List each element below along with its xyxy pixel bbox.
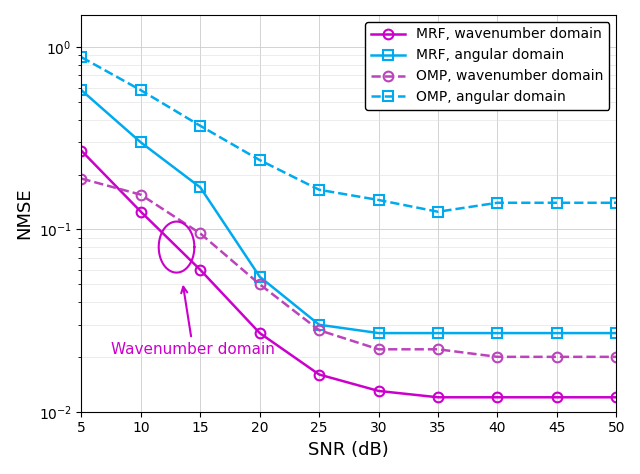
Line: MRF, angular domain: MRF, angular domain	[77, 85, 621, 338]
Line: OMP, wavenumber domain: OMP, wavenumber domain	[77, 174, 621, 362]
OMP, wavenumber domain	[612, 354, 620, 360]
OMP, wavenumber domain	[77, 176, 85, 182]
OMP, angular domain	[493, 200, 501, 206]
MRF, angular domain	[316, 322, 323, 328]
OMP, wavenumber domain	[316, 328, 323, 333]
X-axis label: SNR (dB): SNR (dB)	[308, 441, 389, 459]
Line: OMP, angular domain: OMP, angular domain	[77, 52, 621, 217]
MRF, wavenumber domain	[256, 330, 264, 336]
OMP, angular domain	[77, 55, 85, 60]
MRF, angular domain	[493, 330, 501, 336]
OMP, wavenumber domain	[553, 354, 561, 360]
MRF, wavenumber domain	[375, 388, 383, 394]
Text: Wavenumber domain: Wavenumber domain	[111, 287, 275, 357]
MRF, angular domain	[196, 184, 204, 190]
OMP, angular domain	[375, 197, 383, 203]
Legend: MRF, wavenumber domain, MRF, angular domain, OMP, wavenumber domain, OMP, angula: MRF, wavenumber domain, MRF, angular dom…	[365, 22, 609, 110]
MRF, wavenumber domain	[612, 394, 620, 400]
MRF, angular domain	[434, 330, 442, 336]
MRF, angular domain	[77, 87, 85, 93]
OMP, wavenumber domain	[256, 282, 264, 287]
MRF, wavenumber domain	[316, 372, 323, 377]
OMP, angular domain	[316, 187, 323, 192]
OMP, angular domain	[256, 157, 264, 163]
MRF, angular domain	[375, 330, 383, 336]
OMP, angular domain	[137, 87, 145, 93]
MRF, angular domain	[256, 274, 264, 280]
OMP, angular domain	[434, 209, 442, 215]
OMP, wavenumber domain	[434, 346, 442, 352]
OMP, wavenumber domain	[375, 346, 383, 352]
Line: MRF, wavenumber domain: MRF, wavenumber domain	[77, 146, 621, 402]
OMP, wavenumber domain	[196, 231, 204, 237]
MRF, angular domain	[553, 330, 561, 336]
OMP, angular domain	[553, 200, 561, 206]
MRF, angular domain	[137, 139, 145, 145]
OMP, wavenumber domain	[137, 192, 145, 198]
MRF, wavenumber domain	[77, 148, 85, 154]
MRF, wavenumber domain	[137, 209, 145, 215]
MRF, wavenumber domain	[196, 267, 204, 273]
Y-axis label: NMSE: NMSE	[15, 188, 33, 239]
MRF, wavenumber domain	[493, 394, 501, 400]
MRF, angular domain	[612, 330, 620, 336]
MRF, wavenumber domain	[553, 394, 561, 400]
OMP, angular domain	[196, 123, 204, 128]
MRF, wavenumber domain	[434, 394, 442, 400]
OMP, wavenumber domain	[493, 354, 501, 360]
OMP, angular domain	[612, 200, 620, 206]
